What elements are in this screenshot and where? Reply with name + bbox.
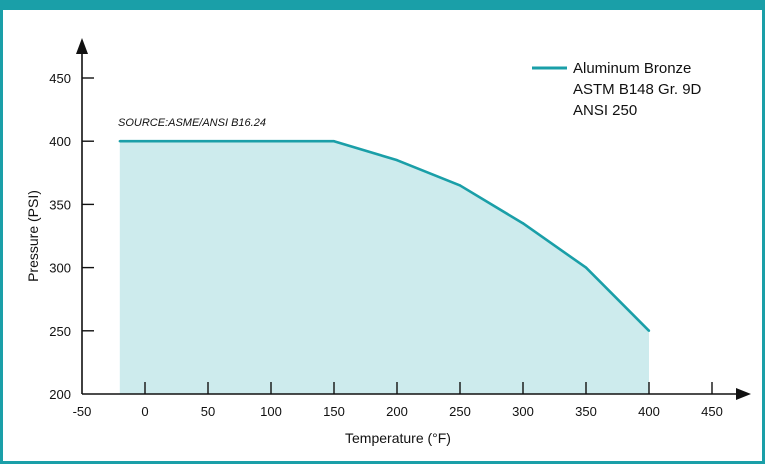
y-tick-label: 400 — [49, 134, 71, 149]
y-tick-label: 250 — [49, 324, 71, 339]
x-tick-label: 150 — [323, 404, 345, 419]
y-tick-label: 350 — [49, 197, 71, 212]
ticks-layer: -50 0 50 100 150 200 250 300 350 400 450 200 250 300 3… — [49, 71, 723, 419]
data-point — [332, 140, 336, 143]
data-point — [458, 184, 462, 187]
x-tick-label: 300 — [512, 404, 534, 419]
area-fill — [119, 141, 650, 394]
data-point — [584, 266, 588, 269]
x-tick-label: 200 — [386, 404, 408, 419]
data-point — [521, 222, 525, 225]
axes-layer — [76, 38, 751, 400]
x-tick-label: -50 — [73, 404, 92, 419]
x-axis-arrow — [736, 388, 751, 400]
plot-layer — [118, 139, 651, 394]
x-tick-label: 400 — [638, 404, 660, 419]
legend: Aluminum Bronze ASTM B148 Gr. 9D ANSI 25… — [532, 60, 702, 119]
x-tick-label: 0 — [141, 404, 148, 419]
x-tick-label: 350 — [575, 404, 597, 419]
x-tick-label: 100 — [260, 404, 282, 419]
y-axis-title: Pressure (PSI) — [25, 190, 41, 282]
x-tick-label: 250 — [449, 404, 471, 419]
data-point — [647, 329, 651, 332]
data-point — [118, 140, 122, 143]
x-tick-label: 450 — [701, 404, 723, 419]
top-accent-bar — [0, 0, 765, 10]
legend-line-3: ANSI 250 — [573, 102, 637, 119]
legend-line-2: ASTM B148 Gr. 9D — [573, 81, 702, 98]
y-axis-arrow — [76, 38, 88, 54]
x-axis-title: Temperature (°F) — [345, 430, 451, 446]
data-point — [395, 158, 399, 162]
y-tick-label: 450 — [49, 71, 71, 86]
legend-line-1: Aluminum Bronze — [573, 60, 691, 77]
y-tick-label: 200 — [49, 387, 71, 402]
y-tick-label: 300 — [49, 261, 71, 276]
x-tick-label: 50 — [201, 404, 215, 419]
source-annotation: SOURCE:ASME/ANSI B16.24 — [118, 117, 266, 129]
